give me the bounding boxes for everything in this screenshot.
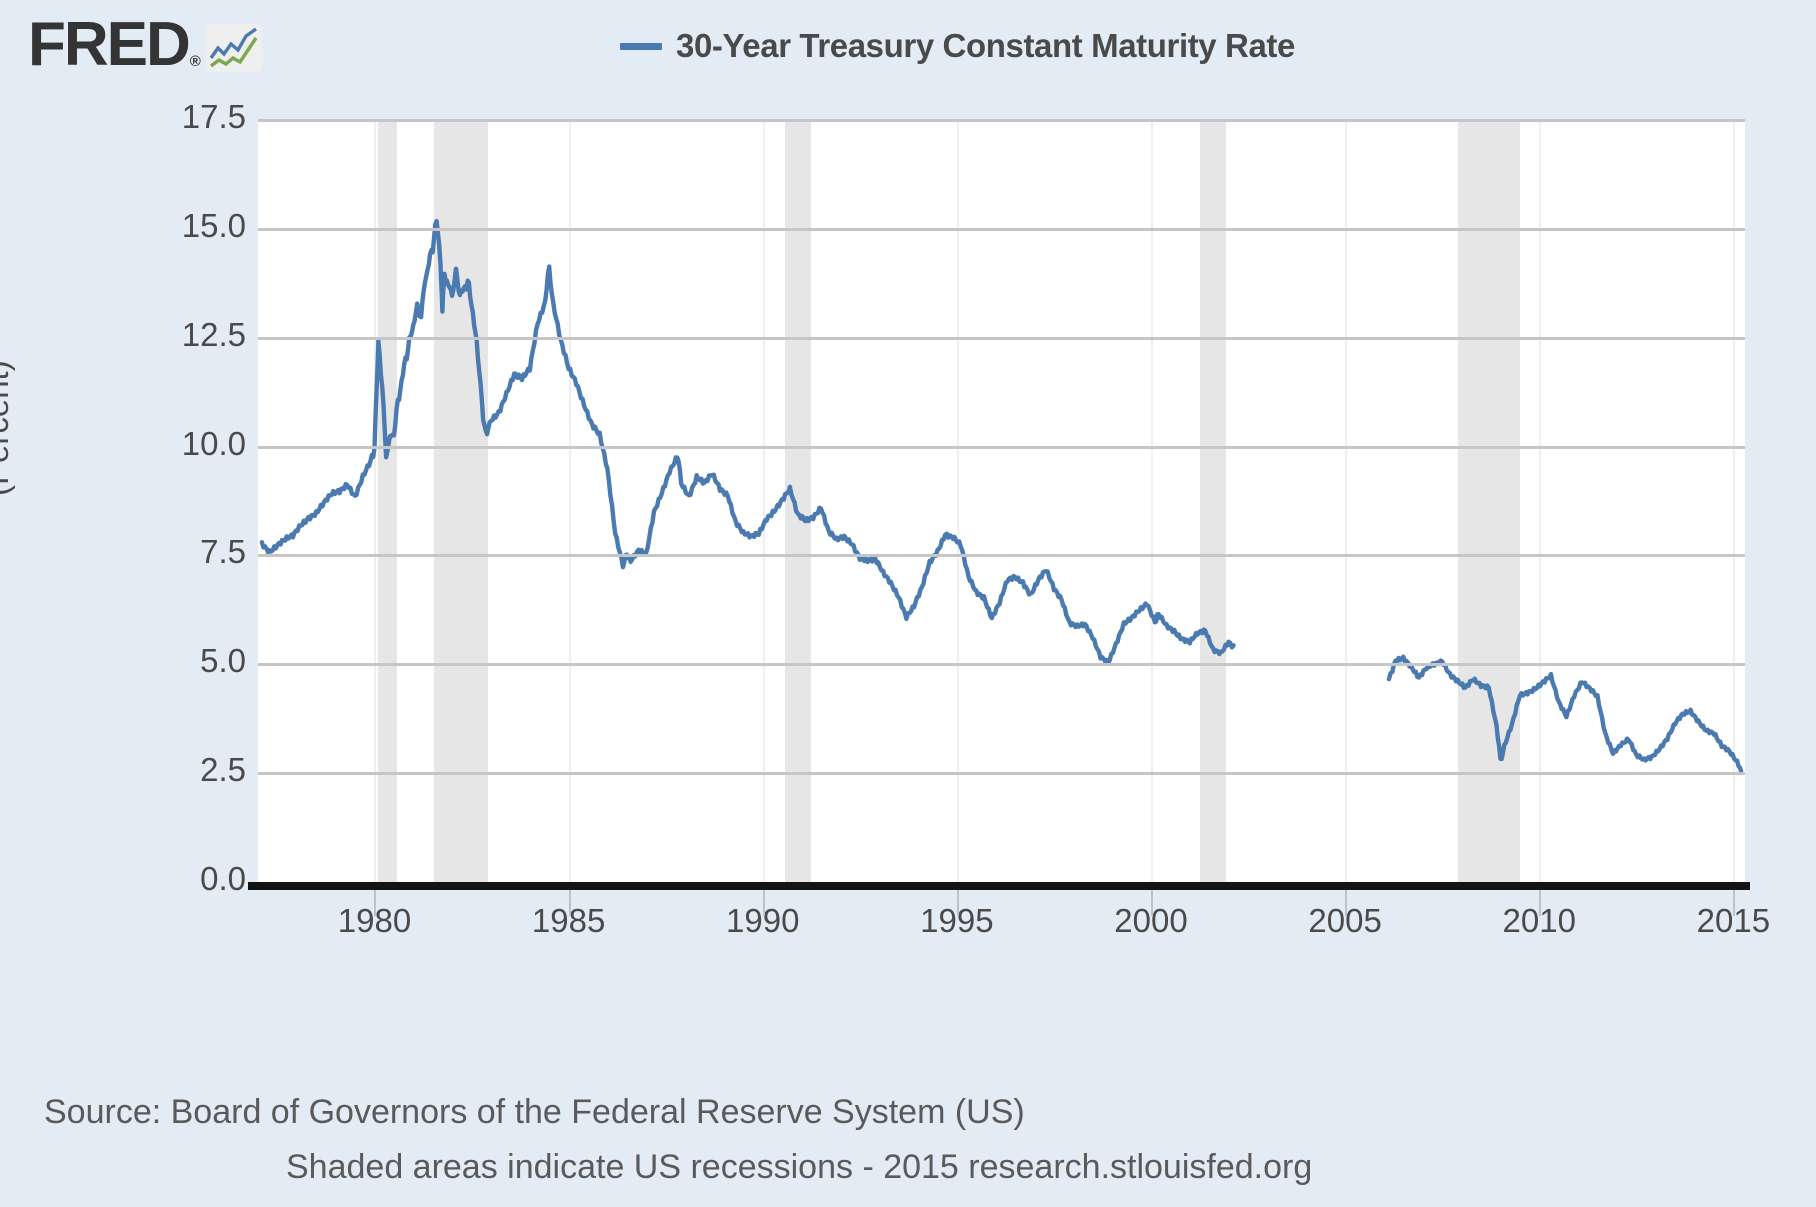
x-axis-tick-mark	[374, 890, 377, 916]
recession-band	[1199, 120, 1226, 882]
y-gridline	[258, 554, 1745, 558]
y-axis-tick-label: 15.0	[181, 206, 246, 244]
y-gridline	[258, 336, 1745, 340]
x-gridline	[1539, 120, 1542, 882]
fred-wordmark: FRED	[28, 10, 191, 79]
series-path	[1389, 657, 1741, 771]
y-gridline	[258, 445, 1745, 449]
recession-band	[377, 120, 397, 882]
y-axis-tick-label: 17.5	[181, 98, 246, 135]
y-axis-tick-label: 12.5	[181, 315, 246, 353]
plot-area	[258, 119, 1745, 882]
recession-band	[785, 120, 812, 882]
registered-mark: ®	[189, 53, 201, 70]
x-gridline	[1150, 120, 1153, 882]
x-gridline	[1733, 120, 1736, 882]
y-gridline	[258, 772, 1745, 776]
x-axis-tick-mark	[1345, 890, 1348, 916]
x-axis-tick-mark	[956, 890, 959, 916]
x-gridline	[762, 120, 765, 882]
x-gridline	[1345, 120, 1348, 882]
y-axis-tick-label: 2.5	[200, 751, 246, 789]
source-text: Source: Board of Governors of the Federa…	[44, 1093, 1025, 1131]
x-axis-line	[248, 882, 1750, 890]
recession-note-text: Shaded areas indicate US recessions - 20…	[286, 1148, 1313, 1186]
y-axis-tick-label: 5.0	[200, 642, 246, 680]
y-axis-title: (Percent)	[0, 360, 15, 496]
y-gridline	[258, 663, 1745, 667]
x-axis-tick-mark	[1733, 890, 1736, 916]
recession-band	[1458, 120, 1520, 882]
y-axis-tick-label: 10.0	[181, 424, 246, 462]
fred-logo: FRED ®	[28, 14, 262, 76]
y-gridline	[258, 119, 1745, 122]
y-gridline	[258, 227, 1745, 231]
x-gridline	[956, 120, 959, 882]
x-gridline	[568, 120, 571, 882]
x-axis-tick-mark	[1150, 890, 1153, 916]
series-line-30y-treasury	[258, 120, 1745, 882]
legend-label-series-1: 30-Year Treasury Constant Maturity Rate	[676, 27, 1295, 64]
legend: 30-Year Treasury Constant Maturity Rate	[620, 24, 1295, 68]
legend-swatch-series-1	[620, 42, 662, 50]
chart-header: FRED ® 30-Year Treasury Constant Maturit…	[0, 0, 1816, 96]
x-axis-tick-mark	[568, 890, 571, 916]
x-axis-tick-mark	[762, 890, 765, 916]
y-axis-tick-label: 0.0	[200, 860, 246, 897]
x-gridline	[374, 120, 377, 882]
y-axis-tick-label: 7.5	[200, 533, 246, 571]
series-path	[262, 221, 1234, 663]
chart-canvas: (Percent) 17.5 15.0 12.5 10.0 7.5 5.0 2.5 0.0 19…	[0, 96, 1816, 1096]
line-chart-icon	[205, 24, 262, 72]
recession-band	[434, 120, 488, 882]
x-axis-tick-mark	[1539, 890, 1542, 916]
